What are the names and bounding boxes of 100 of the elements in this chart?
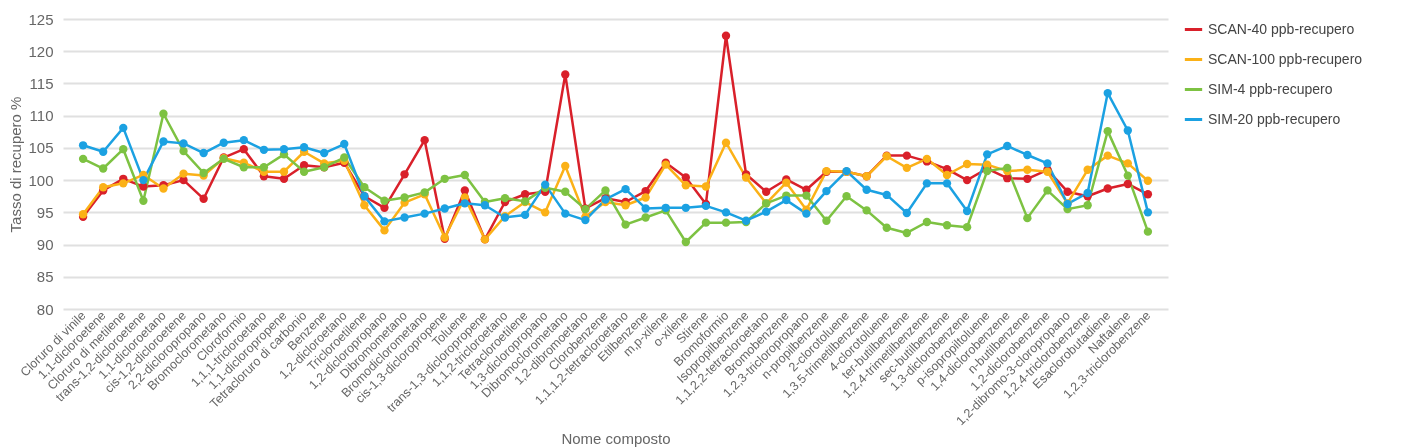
point bbox=[119, 179, 128, 188]
point bbox=[340, 139, 349, 149]
point bbox=[942, 170, 952, 180]
point bbox=[159, 137, 168, 146]
point bbox=[862, 185, 871, 194]
point bbox=[1103, 184, 1112, 193]
point bbox=[380, 217, 389, 226]
point bbox=[561, 70, 570, 79]
point bbox=[1103, 88, 1112, 98]
point bbox=[420, 209, 429, 218]
point bbox=[119, 123, 128, 133]
y-tick-label: 125 bbox=[28, 10, 54, 28]
point bbox=[962, 159, 972, 169]
legend-label: SIM-20 ppb-recupero bbox=[1208, 110, 1341, 127]
point bbox=[902, 163, 911, 173]
point bbox=[1003, 174, 1012, 183]
point bbox=[922, 217, 932, 227]
point bbox=[1103, 126, 1112, 136]
point bbox=[360, 201, 369, 210]
point bbox=[1143, 227, 1153, 236]
point bbox=[179, 146, 188, 156]
point bbox=[721, 218, 731, 227]
point bbox=[701, 182, 711, 191]
legend-label: SCAN-40 ppb-recupero bbox=[1208, 20, 1355, 37]
point bbox=[681, 237, 690, 247]
point bbox=[1043, 159, 1052, 168]
point bbox=[942, 221, 952, 230]
point bbox=[1083, 188, 1092, 198]
point bbox=[762, 207, 771, 216]
point bbox=[320, 148, 329, 158]
y-tick-label: 90 bbox=[36, 236, 54, 254]
point bbox=[862, 206, 871, 215]
point bbox=[460, 170, 469, 180]
point bbox=[1023, 213, 1032, 223]
point bbox=[239, 145, 248, 154]
point bbox=[902, 228, 911, 238]
point bbox=[721, 31, 731, 40]
point bbox=[782, 195, 791, 205]
legend-label: SIM-4 ppb-recupero bbox=[1208, 80, 1333, 97]
point bbox=[78, 154, 88, 164]
point bbox=[440, 174, 449, 183]
y-axis-title: Tasso di recupero % bbox=[7, 96, 25, 233]
point bbox=[1143, 208, 1153, 217]
point bbox=[962, 175, 972, 185]
y-tick-label: 120 bbox=[28, 42, 54, 60]
point bbox=[802, 209, 811, 218]
point bbox=[139, 175, 148, 185]
point bbox=[561, 161, 570, 171]
point bbox=[179, 169, 188, 178]
point bbox=[922, 179, 932, 188]
point bbox=[621, 201, 630, 210]
point bbox=[942, 179, 952, 188]
point bbox=[962, 222, 972, 232]
point bbox=[681, 203, 690, 212]
point bbox=[1123, 179, 1132, 189]
point bbox=[199, 148, 208, 158]
point bbox=[380, 203, 389, 212]
y-tick-label: 85 bbox=[36, 268, 54, 286]
point bbox=[681, 173, 690, 182]
point bbox=[440, 204, 449, 213]
point bbox=[1083, 201, 1092, 210]
point bbox=[902, 208, 911, 218]
point bbox=[380, 196, 389, 205]
point bbox=[1063, 187, 1072, 196]
point bbox=[681, 181, 690, 190]
point bbox=[360, 183, 369, 192]
point bbox=[420, 135, 429, 145]
point bbox=[299, 167, 309, 176]
point bbox=[1123, 159, 1132, 168]
point bbox=[721, 138, 731, 147]
point bbox=[239, 135, 248, 145]
point bbox=[259, 163, 269, 172]
point bbox=[159, 109, 168, 118]
point bbox=[179, 139, 188, 148]
point bbox=[400, 213, 409, 222]
point bbox=[962, 206, 972, 216]
point bbox=[480, 201, 490, 210]
x-axis-title: Nome composto bbox=[561, 429, 671, 447]
y-tick-label: 115 bbox=[29, 74, 54, 92]
point bbox=[460, 186, 469, 195]
point bbox=[882, 223, 891, 232]
point bbox=[1023, 150, 1032, 160]
point bbox=[802, 191, 811, 200]
point bbox=[1123, 126, 1132, 135]
point bbox=[1123, 171, 1132, 180]
point bbox=[279, 167, 289, 176]
point bbox=[119, 145, 128, 154]
point bbox=[822, 186, 831, 196]
point bbox=[822, 216, 831, 225]
point bbox=[561, 187, 570, 196]
point bbox=[1083, 165, 1092, 174]
point bbox=[400, 170, 409, 179]
point bbox=[259, 145, 269, 154]
point bbox=[279, 145, 289, 154]
point bbox=[762, 187, 771, 196]
point bbox=[219, 138, 228, 147]
point bbox=[460, 199, 469, 208]
point bbox=[520, 210, 530, 220]
point bbox=[842, 192, 851, 201]
point bbox=[621, 184, 630, 194]
